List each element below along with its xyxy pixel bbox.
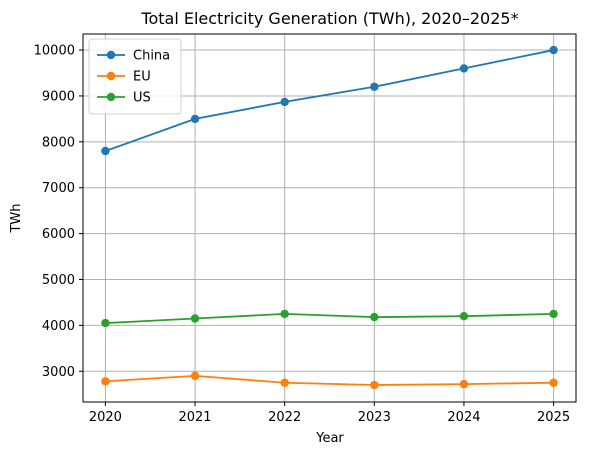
y-tick-label: 4000 (42, 319, 75, 334)
legend-swatch-marker (106, 71, 116, 81)
x-tick-label: 2020 (89, 410, 122, 425)
y-tick-label: 10000 (34, 44, 75, 59)
y-tick-label: 8000 (42, 135, 75, 150)
y-axis-label: TWh (9, 203, 24, 233)
legend-item-eu: EU (97, 70, 151, 85)
x-tick-label: 2021 (178, 410, 211, 425)
series-us (101, 309, 558, 328)
x-tick-label: 2024 (447, 410, 480, 425)
x-tick-label: 2025 (537, 410, 570, 425)
legend-swatch-marker (106, 50, 116, 60)
legend-item-china: China (97, 49, 170, 64)
data-point-eu (101, 377, 110, 386)
data-point-us (101, 318, 110, 328)
data-point-china (280, 97, 289, 107)
data-point-us (459, 311, 469, 321)
data-point-china (101, 146, 110, 156)
data-point-eu (370, 380, 379, 390)
x-axis-label: Year (315, 431, 344, 446)
data-point-us (280, 309, 289, 319)
series-china (101, 45, 558, 156)
y-tick-label: 3000 (42, 365, 75, 380)
data-point-china (549, 45, 558, 55)
series-group (101, 45, 558, 390)
data-point-us (190, 314, 200, 323)
y-axis-ticks: 3000 4000 5000 6000 7000 8000 9000 10000 (34, 44, 83, 380)
series-line-us (105, 312, 554, 324)
data-point-eu (549, 378, 558, 387)
legend-label: China (133, 49, 170, 64)
x-axis-ticks: 2020 2021 2022 2023 2024 2025 (89, 402, 570, 425)
legend: China EU US (88, 38, 182, 115)
data-point-china (459, 64, 469, 73)
grid (83, 34, 576, 402)
data-point-eu (190, 371, 200, 381)
chart-title: Total Electricity Generation (TWh), 2020… (140, 9, 518, 28)
series-eu (101, 371, 558, 390)
y-tick-label: 5000 (42, 273, 75, 288)
plot-frame (82, 33, 577, 403)
y-tick-label: 9000 (42, 89, 75, 104)
series-line-eu (105, 374, 554, 386)
y-tick-label: 7000 (42, 181, 75, 196)
data-point-china (370, 82, 379, 91)
data-point-eu (280, 378, 289, 387)
x-tick-label: 2023 (358, 410, 391, 425)
legend-swatch-marker (106, 92, 116, 102)
x-tick-label: 2022 (268, 410, 301, 425)
legend-label: US (133, 91, 151, 106)
data-point-us (370, 312, 379, 322)
series-line-china (105, 49, 554, 152)
y-tick-label: 6000 (42, 227, 75, 242)
data-point-eu (459, 379, 469, 389)
legend-label: EU (133, 70, 151, 85)
data-point-us (549, 309, 558, 319)
data-point-china (190, 114, 200, 124)
legend-item-us: US (97, 91, 151, 106)
